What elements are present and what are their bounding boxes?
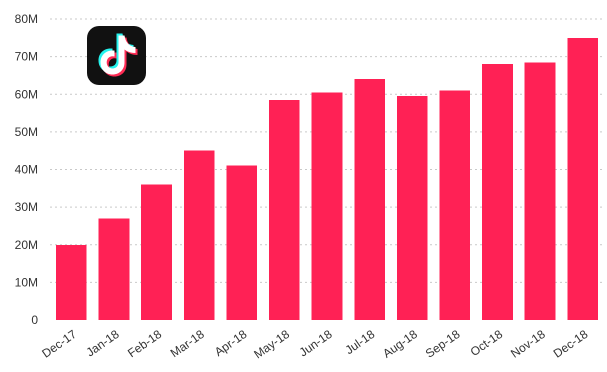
bar-Dec-17 xyxy=(55,244,87,320)
y-axis-ticks: 0 10M 20M 30M 40M 50M 60M 70M 80M xyxy=(15,12,39,327)
x-tick-label: Sep-18 xyxy=(423,327,463,361)
bar-Jun-18 xyxy=(311,92,343,321)
x-tick-label: Dec-17 xyxy=(39,327,79,361)
x-tick-label: Feb-18 xyxy=(125,327,164,360)
y-tick-label: 30M xyxy=(15,200,38,214)
x-tick-label: Mar-18 xyxy=(168,327,207,360)
bar-Sep-18 xyxy=(439,90,471,321)
bar-Apr-18 xyxy=(226,165,258,320)
y-tick-label: 70M xyxy=(15,50,38,64)
x-tick-label: Apr-18 xyxy=(212,327,250,359)
bar-Jan-18 xyxy=(98,218,130,320)
x-tick-label: Jun-18 xyxy=(297,327,335,360)
bar-Feb-18 xyxy=(141,184,172,320)
bar-May-18 xyxy=(269,99,300,320)
y-tick-label: 0 xyxy=(31,313,38,327)
bar-Dec-18 xyxy=(567,37,599,321)
y-tick-label: 60M xyxy=(15,87,38,101)
bar-Jul-18 xyxy=(354,79,385,320)
x-tick-label: May-18 xyxy=(251,327,292,362)
x-tick-label: Dec-18 xyxy=(551,327,591,361)
x-tick-label: Oct-18 xyxy=(468,327,506,359)
x-axis-ticks: Dec-17 Jan-18 Feb-18 Mar-18 Apr-18 May-18 Jun-… xyxy=(39,327,590,362)
bar-Aug-18 xyxy=(396,96,428,320)
bars xyxy=(55,37,599,321)
tiktok-logo-icon xyxy=(87,26,146,85)
x-tick-label: Aug-18 xyxy=(380,327,420,361)
bar-Nov-18 xyxy=(524,62,556,321)
y-tick-label: 80M xyxy=(15,12,38,26)
x-tick-label: Nov-18 xyxy=(508,327,548,361)
y-tick-label: 50M xyxy=(15,125,38,139)
y-tick-label: 40M xyxy=(15,163,38,177)
x-tick-label: Jan-18 xyxy=(84,327,122,360)
bar-Mar-18 xyxy=(183,150,215,320)
bar-Oct-18 xyxy=(482,64,513,321)
x-tick-label: Jul-18 xyxy=(343,327,378,357)
y-tick-label: 10M xyxy=(15,275,38,289)
y-tick-label: 20M xyxy=(15,238,38,252)
